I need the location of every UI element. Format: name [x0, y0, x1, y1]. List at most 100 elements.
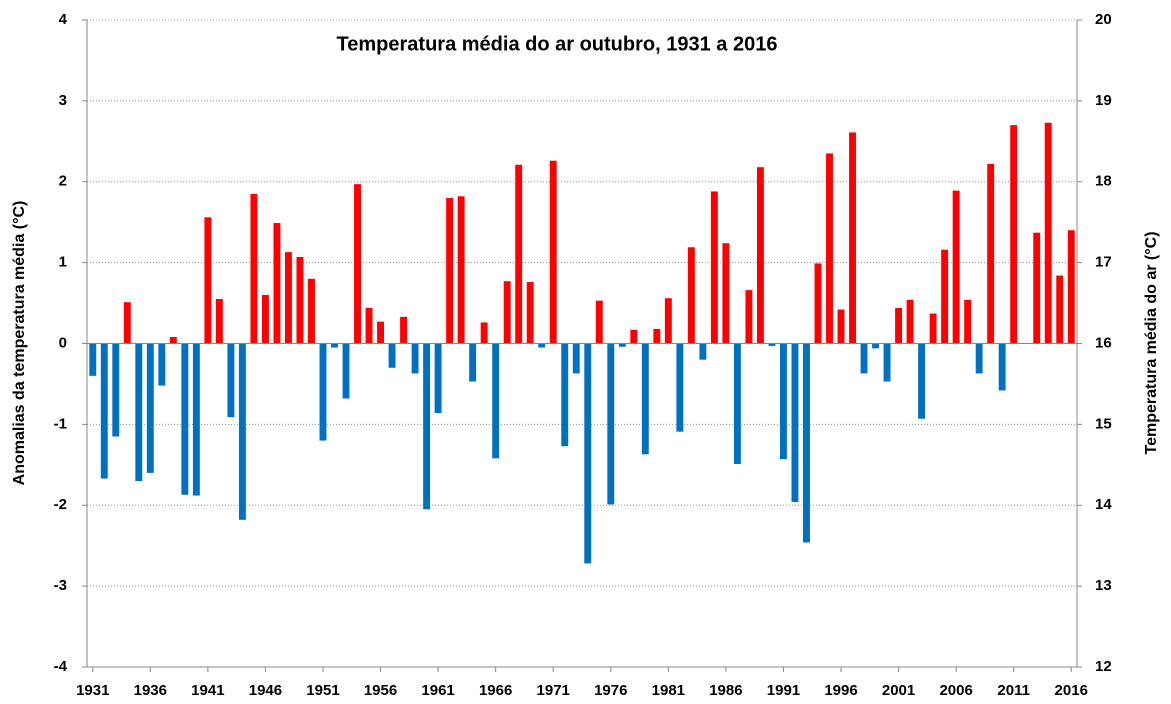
y-tick-label: -4 — [54, 658, 68, 675]
bar — [1067, 230, 1075, 344]
bar — [480, 322, 488, 344]
bar — [365, 307, 373, 344]
x-tick-label: 2001 — [882, 682, 915, 699]
x-tick-label: 1941 — [191, 682, 224, 699]
bar — [722, 243, 730, 344]
bar — [918, 343, 926, 419]
x-tick-label: 1981 — [652, 682, 685, 699]
bar — [123, 302, 131, 344]
chart-title: Temperatura média do ar outubro, 1931 a … — [337, 33, 778, 55]
bar — [733, 343, 741, 465]
y-axis-title: Anomalias da temperatura média (°C) — [11, 201, 28, 486]
x-tick-label: 1956 — [364, 682, 397, 699]
bar — [607, 343, 615, 505]
x-tick-label: 1946 — [249, 682, 282, 699]
y2-tick-label: 19 — [1095, 92, 1112, 109]
bar — [595, 300, 603, 344]
x-tick-label: 1951 — [306, 682, 339, 699]
bar — [584, 343, 592, 564]
bar — [388, 343, 396, 368]
bar — [998, 343, 1006, 391]
bar — [308, 278, 315, 344]
bar — [526, 282, 534, 344]
bar — [296, 256, 304, 344]
bar — [423, 343, 431, 510]
bar — [400, 316, 408, 344]
bar — [238, 343, 246, 520]
x-tick-label: 1971 — [537, 682, 570, 699]
bar — [250, 193, 258, 344]
x-tick-label: 1996 — [824, 682, 857, 699]
bar — [745, 290, 753, 344]
y2-axis-title: Temperatura média do ar (°C) — [1143, 231, 1160, 454]
bar — [699, 343, 707, 360]
y2-tick-label: 20 — [1095, 11, 1112, 28]
bar — [354, 184, 361, 344]
bar — [285, 252, 292, 344]
bar — [756, 167, 764, 344]
bar — [457, 196, 465, 344]
y2-tick-label: 15 — [1095, 415, 1112, 432]
y-tick-label: 4 — [59, 11, 68, 28]
y2-tick-label: 13 — [1095, 577, 1112, 594]
bar — [837, 309, 845, 344]
bar — [849, 132, 856, 344]
bar — [146, 343, 154, 473]
bar — [1033, 232, 1041, 344]
x-tick-label: 1986 — [709, 682, 742, 699]
x-tick-label: 2016 — [1055, 682, 1088, 699]
bar — [434, 343, 442, 414]
bar — [227, 343, 235, 418]
bar — [1010, 125, 1018, 344]
bar — [1056, 275, 1064, 344]
bar — [469, 343, 477, 382]
bar — [906, 299, 914, 344]
y-tick-label: 2 — [59, 173, 67, 190]
bar — [273, 222, 281, 344]
bar — [169, 337, 177, 344]
bar — [319, 343, 327, 441]
x-tick-label: 1976 — [594, 682, 627, 699]
bar — [204, 217, 212, 344]
bar — [676, 343, 684, 432]
y2-tick-label: 16 — [1095, 334, 1112, 351]
y2-tick-label: 17 — [1095, 254, 1112, 271]
bar — [618, 343, 626, 347]
y2-tick-label: 14 — [1095, 496, 1112, 513]
bar — [411, 343, 419, 374]
bar — [158, 343, 166, 386]
bar — [181, 343, 189, 495]
y-tick-label: 3 — [59, 92, 67, 109]
bar — [112, 343, 120, 437]
bar — [653, 328, 661, 344]
bar — [538, 343, 546, 348]
x-tick-label: 2011 — [997, 682, 1030, 699]
bar — [975, 343, 983, 374]
bar — [561, 343, 569, 447]
bar — [492, 343, 500, 459]
bar — [895, 307, 903, 344]
bar — [641, 343, 649, 455]
y-tick-label: 1 — [59, 254, 67, 271]
bar — [780, 343, 787, 460]
bar — [803, 343, 810, 543]
bar — [100, 343, 108, 479]
bar — [987, 163, 995, 344]
x-tick-label: 2006 — [939, 682, 972, 699]
bar — [814, 263, 822, 344]
y-tick-label: -3 — [54, 577, 67, 594]
bar — [768, 343, 776, 346]
x-tick-label: 1936 — [134, 682, 167, 699]
bar — [826, 153, 833, 344]
y-tick-label: -1 — [54, 415, 67, 432]
bar — [1044, 122, 1052, 344]
bar — [135, 343, 143, 481]
x-tick-label: 1966 — [479, 682, 512, 699]
bar — [261, 294, 269, 344]
bar — [331, 343, 338, 348]
bar — [572, 343, 580, 374]
bar — [515, 164, 523, 344]
bar — [964, 299, 972, 344]
bar — [215, 299, 223, 344]
